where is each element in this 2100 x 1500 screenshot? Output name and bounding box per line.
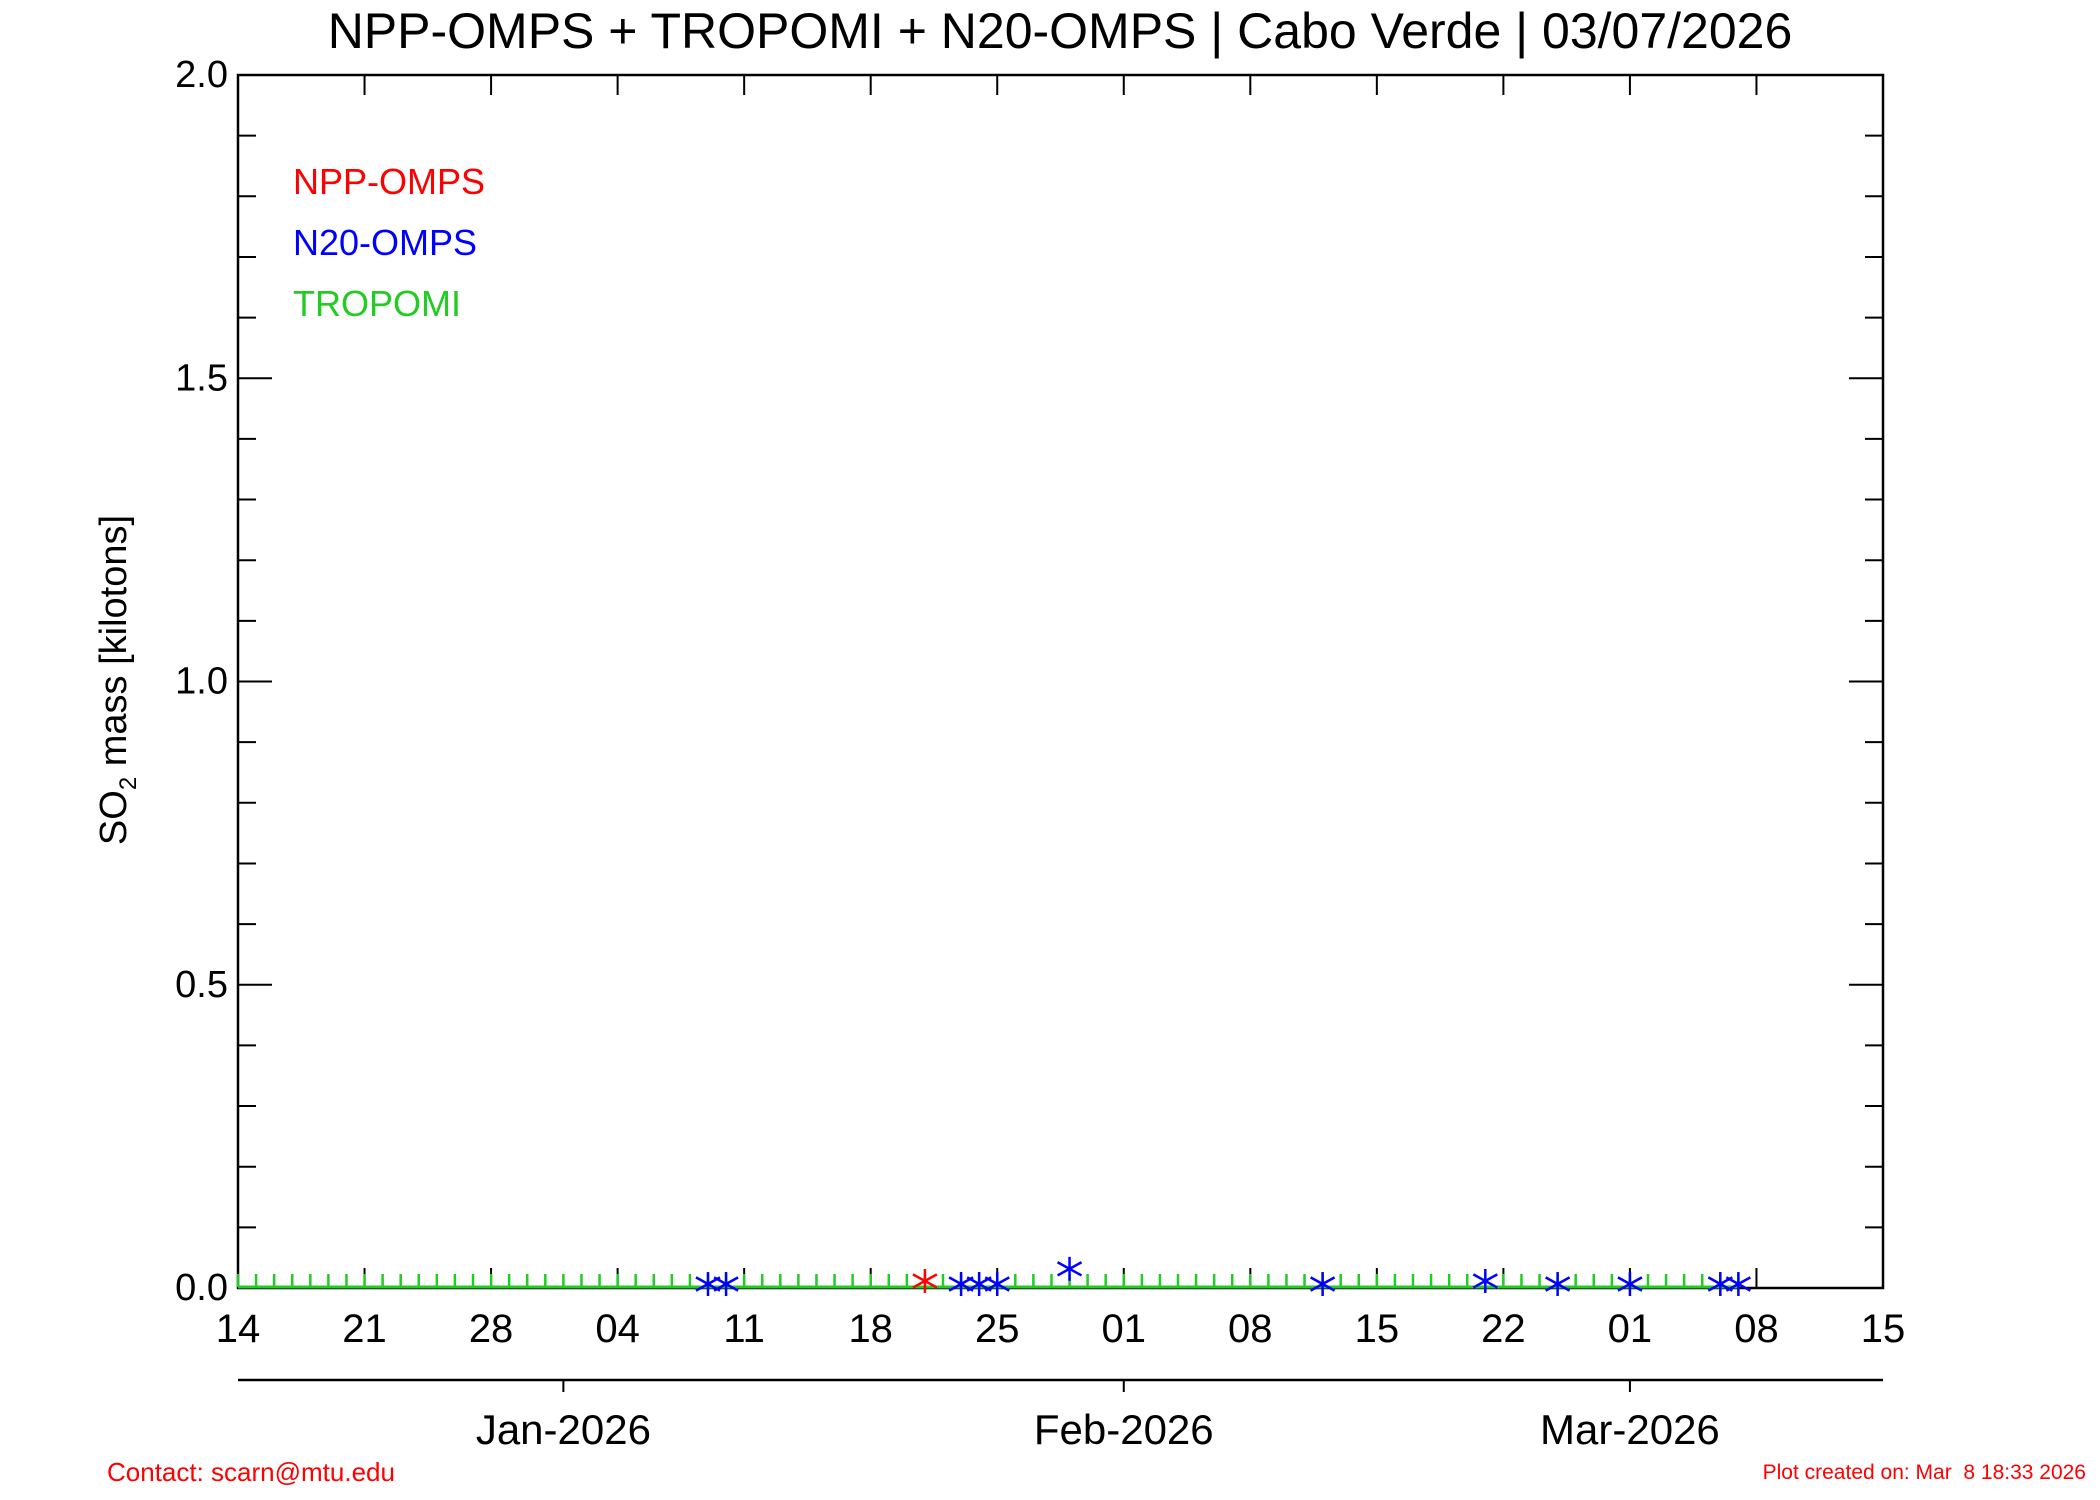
point-stroke	[1545, 1276, 1571, 1292]
month-label: Feb-2026	[1034, 1406, 1214, 1453]
data-series	[236, 1256, 1751, 1296]
legend: NPP-OMPS N20-OMPS TROPOMI	[293, 161, 485, 324]
x-tick-label: 22	[1481, 1307, 1526, 1351]
y-axis-label-main: SO	[93, 790, 135, 845]
n20-omps-point	[1056, 1256, 1083, 1281]
n20-omps-point	[1545, 1272, 1571, 1296]
n20-omps-point	[1472, 1268, 1498, 1293]
n20-omps-point	[948, 1272, 974, 1296]
x-tick-label: 11	[723, 1307, 765, 1351]
n20-omps-point	[1707, 1272, 1733, 1296]
n20-omps-point	[984, 1272, 1010, 1296]
y-axis-label-subscript: 2	[115, 777, 142, 790]
npp-omps-point	[912, 1268, 938, 1293]
n20-omps-point	[1725, 1272, 1751, 1296]
x-tick-label: 25	[975, 1307, 1020, 1351]
plot-frame	[236, 73, 1885, 1290]
chart-title: NPP-OMPS + TROPOMI + N20-OMPS | Cabo Ver…	[328, 3, 1793, 59]
axes: 0.0 0.5 1.0 1.5 2.0 14 21 28 04 11 18 25 01 08 15 22 01 0…	[175, 54, 1905, 1453]
x-tick-label: 04	[595, 1307, 640, 1351]
y-tick-label: 0.5	[175, 964, 228, 1006]
y-axis-label: SO2 mass [kilotons]	[93, 515, 142, 845]
x-tick-label: 08	[1734, 1307, 1779, 1351]
x-tick-label: 01	[1102, 1307, 1147, 1351]
y-tick-label: 2.0	[175, 54, 228, 96]
contact-text: Contact: scarn@mtu.edu	[107, 1457, 395, 1487]
point-stroke	[713, 1276, 739, 1292]
n20-omps-point	[713, 1272, 739, 1296]
n20-omps-point	[1617, 1272, 1643, 1296]
plot-created-text: Plot created on: Mar 8 18:33 2026	[1762, 1461, 2086, 1484]
point-stroke	[912, 1273, 938, 1289]
x-tick-label: 28	[469, 1307, 514, 1351]
month-label: Mar-2026	[1540, 1406, 1720, 1453]
x-tick-label: 14	[216, 1307, 261, 1351]
legend-entry-tropomi: TROPOMI	[293, 283, 461, 324]
y-axis-label-rest: mass [kilotons]	[93, 515, 135, 777]
point-stroke	[984, 1276, 1010, 1292]
point-stroke	[1056, 1261, 1083, 1277]
y-tick-label: 0.0	[175, 1267, 228, 1309]
x-tick-label: 08	[1228, 1307, 1273, 1351]
n20-omps-point	[695, 1272, 721, 1296]
n20-omps-point	[966, 1272, 992, 1296]
x-tick-label: 21	[342, 1307, 387, 1351]
legend-entry-npp-omps: NPP-OMPS	[293, 161, 485, 202]
x-tick-label: 15	[1355, 1307, 1400, 1351]
point-stroke	[1725, 1276, 1751, 1292]
month-label: Jan-2026	[476, 1406, 651, 1453]
legend-entry-n20-omps: N20-OMPS	[293, 222, 477, 263]
point-stroke	[1310, 1276, 1336, 1292]
x-tick-label: 01	[1608, 1307, 1653, 1351]
point-stroke	[1472, 1273, 1498, 1289]
y-tick-label: 1.0	[175, 661, 228, 703]
x-tick-label: 15	[1861, 1307, 1906, 1351]
y-tick-label: 1.5	[175, 357, 228, 399]
point-stroke	[1617, 1276, 1643, 1292]
x-tick-label: 18	[848, 1307, 893, 1351]
n20-omps-point	[1310, 1272, 1336, 1296]
